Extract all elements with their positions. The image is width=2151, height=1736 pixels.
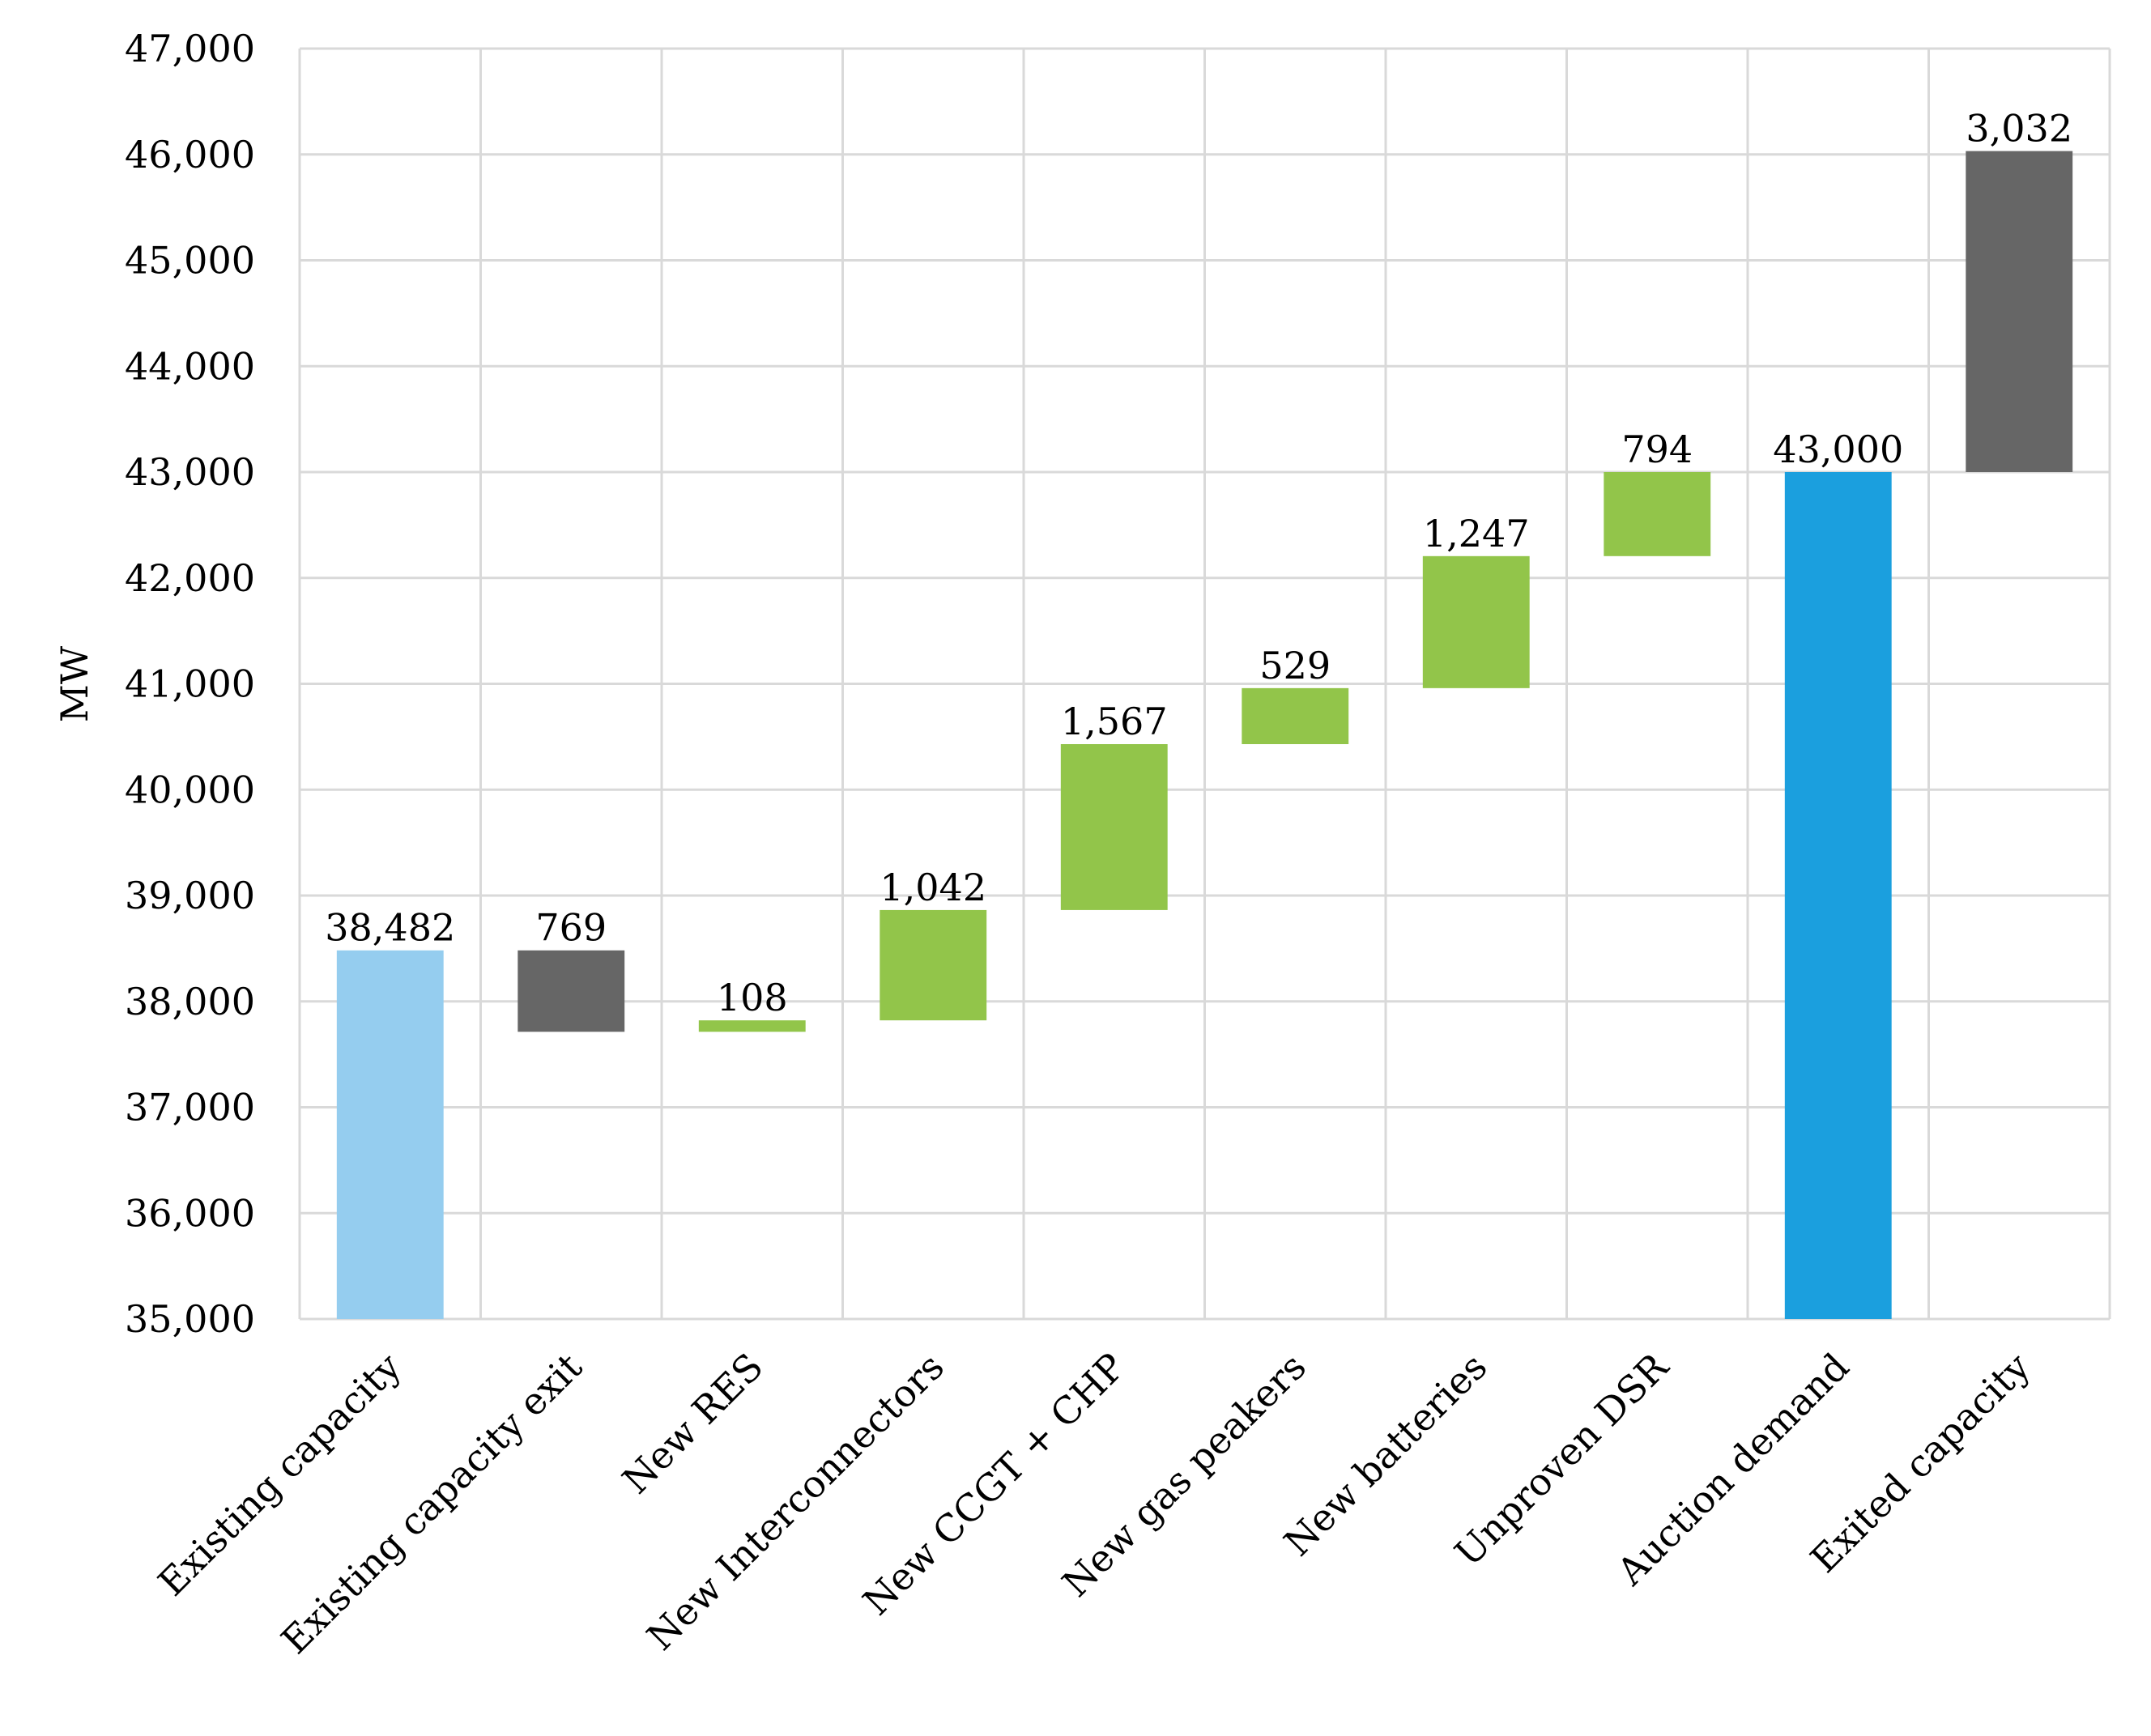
y-tick-label: 40,000	[125, 768, 255, 811]
y-tick-label: 38,000	[125, 980, 255, 1023]
bar-existing-capacity	[336, 950, 444, 1319]
data-label: 108	[717, 976, 788, 1019]
bars	[336, 151, 2073, 1319]
y-tick-label: 37,000	[125, 1086, 255, 1130]
y-tick-label: 41,000	[125, 662, 255, 706]
data-label: 529	[1259, 644, 1331, 687]
data-label: 1,567	[1061, 700, 1168, 743]
data-label: 794	[1621, 428, 1693, 471]
y-axis-title: MW	[53, 645, 96, 722]
y-tick-label: 39,000	[125, 874, 255, 917]
bar-new-gas-peakers	[1242, 687, 1349, 745]
gridlines	[298, 47, 2111, 1321]
y-tick-label: 47,000	[125, 27, 255, 70]
data-label: 769	[535, 906, 607, 950]
bar-new-batteries	[1422, 555, 1530, 688]
y-tick-label: 45,000	[125, 239, 255, 283]
y-tick-label: 42,000	[125, 556, 255, 600]
y-tick-label: 35,000	[125, 1297, 255, 1341]
bar-exited-capacity	[1966, 151, 2073, 473]
y-tick-label: 36,000	[125, 1191, 255, 1235]
data-label: 3,032	[1966, 107, 2072, 151]
bar-unproven-dsr	[1604, 472, 1711, 556]
y-tick-label: 43,000	[125, 450, 255, 494]
y-axis-ticks: 35,000 36,000 37,000 38,000 39,000 40,000 41,0…	[125, 27, 255, 1341]
data-label: 38,482	[325, 906, 455, 950]
bar-new-ccgt-chp	[1060, 744, 1168, 910]
y-tick-label: 44,000	[125, 344, 255, 388]
bar-existing-capacity-exit	[518, 950, 625, 1032]
bar-new-interconnectors	[880, 909, 987, 1021]
bar-new-res	[698, 1020, 806, 1032]
data-label: 1,042	[880, 866, 986, 909]
data-label: 1,247	[1423, 512, 1530, 555]
bar-auction-demand	[1784, 472, 1892, 1319]
y-tick-label: 46,000	[125, 133, 255, 177]
data-labels: 38,482 769 108 1,042 1,567 529 1,247 794 43,000 3…	[325, 107, 2072, 1020]
data-label: 43,000	[1773, 428, 1903, 471]
